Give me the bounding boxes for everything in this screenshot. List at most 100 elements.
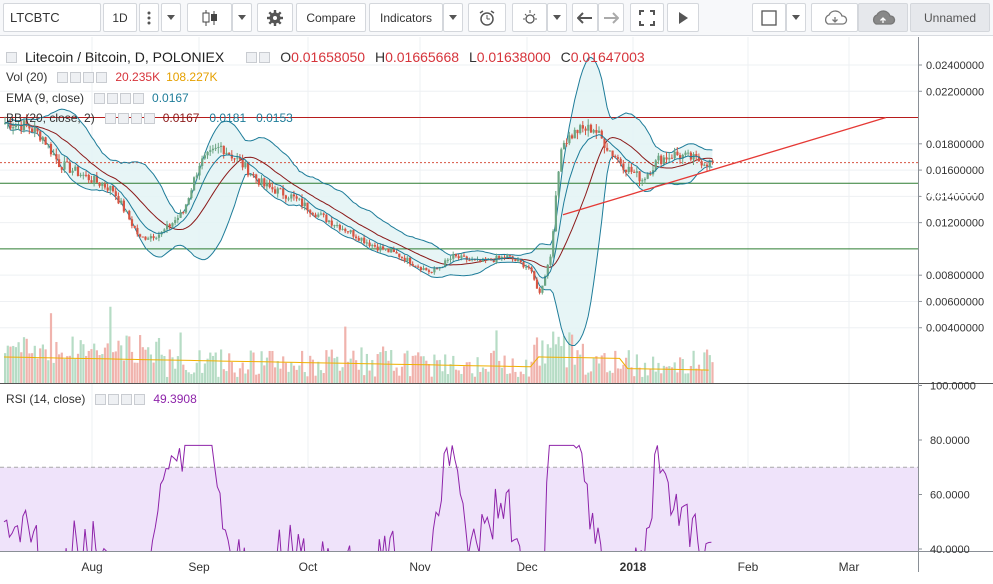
square-icon	[761, 9, 777, 26]
volume-bar	[322, 373, 325, 383]
volume-ma-value: 108.227K	[166, 70, 218, 84]
candle-body	[263, 178, 266, 187]
settings-button[interactable]	[257, 3, 293, 32]
symbol-search[interactable]: LTCBTC	[3, 3, 101, 32]
candle-body	[122, 200, 125, 212]
candle-body	[589, 124, 593, 133]
eye-icon[interactable]	[94, 92, 106, 104]
compare-button[interactable]: Compare	[296, 3, 366, 32]
volume-bar	[33, 345, 36, 383]
plus-icon[interactable]	[130, 112, 142, 124]
publish-button[interactable]	[667, 3, 699, 32]
volume-bar	[600, 355, 603, 383]
volume-bar	[130, 351, 134, 383]
ema-value: 0.0167	[152, 91, 189, 105]
color-theme-dropdown[interactable]	[786, 3, 806, 32]
volume-bar	[338, 370, 341, 383]
price-tag-0.015: 0.01500000	[916, 187, 993, 201]
candle-body	[201, 158, 204, 167]
volume-bar	[530, 361, 533, 383]
candle-body	[98, 182, 101, 186]
volume-bar	[249, 350, 252, 383]
save-layout-button[interactable]	[858, 3, 908, 32]
replay-button[interactable]	[512, 3, 547, 32]
volume-bar	[414, 355, 417, 383]
layout-name-button[interactable]: Unnamed	[910, 3, 990, 32]
eye-icon[interactable]	[104, 112, 116, 124]
volume-bar	[441, 371, 444, 383]
volume-bar	[625, 357, 628, 383]
interval-button[interactable]: 1D	[103, 3, 137, 32]
indicators-dropdown[interactable]	[443, 3, 463, 32]
chart-type-dropdown[interactable]	[232, 3, 252, 32]
load-layout-button[interactable]	[811, 3, 858, 32]
close-icon[interactable]	[96, 71, 108, 83]
candle-body	[500, 256, 503, 259]
candle-body	[654, 160, 657, 171]
fullscreen-button[interactable]	[630, 3, 664, 32]
volume-bar	[384, 351, 387, 383]
eye-icon[interactable]	[246, 51, 258, 63]
replay-dropdown[interactable]	[547, 3, 567, 32]
alert-button[interactable]	[468, 3, 506, 32]
volume-bar	[93, 343, 96, 383]
trend-line[interactable]	[562, 116, 887, 216]
redo-button[interactable]	[598, 3, 624, 32]
fullscreen-icon	[639, 9, 655, 26]
collapse-icon[interactable]	[6, 51, 17, 63]
candle-body	[155, 237, 158, 239]
play-icon	[679, 11, 688, 24]
candle-body	[414, 265, 417, 267]
volume-bar	[436, 360, 439, 383]
chart-type-button[interactable]	[187, 3, 232, 32]
settings-icon[interactable]	[70, 71, 82, 83]
volume-bar	[360, 347, 363, 383]
volume-bar	[511, 358, 514, 383]
volume-bar	[630, 367, 633, 383]
close-icon[interactable]	[133, 92, 145, 104]
plus-icon[interactable]	[121, 393, 133, 405]
candle-body	[71, 170, 74, 173]
chart-canvas[interactable]: Aug Sep Oct Nov Dec 2018 Feb Mar 0.02400000 0.022…	[0, 37, 993, 584]
volume-bar	[579, 354, 582, 383]
candle-body	[147, 238, 150, 240]
price-axis-label: 0.00800000	[926, 270, 984, 282]
candle-body	[103, 184, 107, 188]
candle-body	[176, 217, 179, 221]
volume-bar	[490, 353, 493, 383]
eye-icon[interactable]	[57, 71, 69, 83]
volume-bar	[406, 350, 409, 383]
volume-bar	[306, 376, 309, 383]
candle-body	[63, 161, 66, 170]
candle-body	[106, 187, 109, 191]
ema-name: EMA (9, close)	[6, 91, 85, 105]
candle-body	[457, 256, 460, 259]
interval-dropdown[interactable]	[161, 3, 181, 32]
close-icon[interactable]	[134, 393, 146, 405]
settings-icon[interactable]	[107, 92, 119, 104]
volume-bar	[352, 350, 355, 383]
color-theme-button[interactable]	[752, 3, 786, 32]
candle-body	[535, 279, 539, 289]
volume-bar	[403, 353, 406, 383]
candle-body	[74, 166, 77, 171]
settings-icon[interactable]	[117, 112, 129, 124]
volume-bar	[317, 361, 320, 383]
undo-button[interactable]	[572, 3, 598, 32]
volume-bar	[522, 374, 525, 383]
settings-icon[interactable]	[259, 51, 271, 63]
candle-body	[409, 257, 412, 265]
indicators-button[interactable]: Indicators	[369, 3, 443, 32]
volume-bar	[265, 357, 269, 383]
volume-bar	[28, 353, 31, 383]
plus-icon[interactable]	[83, 71, 95, 83]
volume-value: 20.235K	[115, 70, 161, 84]
close-icon[interactable]	[143, 112, 155, 124]
eye-icon[interactable]	[95, 393, 107, 405]
settings-icon[interactable]	[108, 393, 120, 405]
volume-bar	[325, 350, 328, 383]
plus-icon[interactable]	[120, 92, 132, 104]
interval-menu-button[interactable]	[139, 3, 159, 32]
volume-bar	[319, 370, 323, 383]
candle-body	[276, 188, 279, 194]
